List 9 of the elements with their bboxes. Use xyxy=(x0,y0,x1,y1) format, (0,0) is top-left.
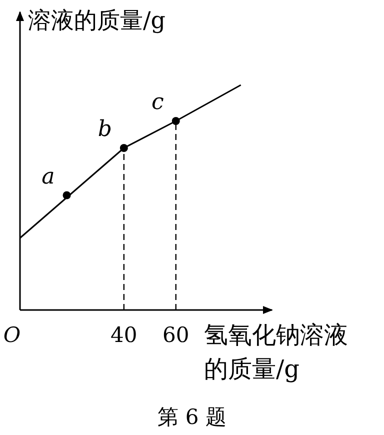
annotation: c xyxy=(152,90,164,115)
x-tick-label: 60 xyxy=(162,323,190,347)
text: 第 6 题 xyxy=(158,405,226,429)
x-tick-label: O xyxy=(3,323,21,347)
x-tick-label: 40 xyxy=(110,323,138,347)
y-axis-title: 溶液的质量/g xyxy=(28,8,166,34)
x-axis-title: 氢氧化钠溶液的质量/g xyxy=(204,320,349,385)
annotation: a xyxy=(42,164,55,190)
annotation: b xyxy=(98,117,112,142)
